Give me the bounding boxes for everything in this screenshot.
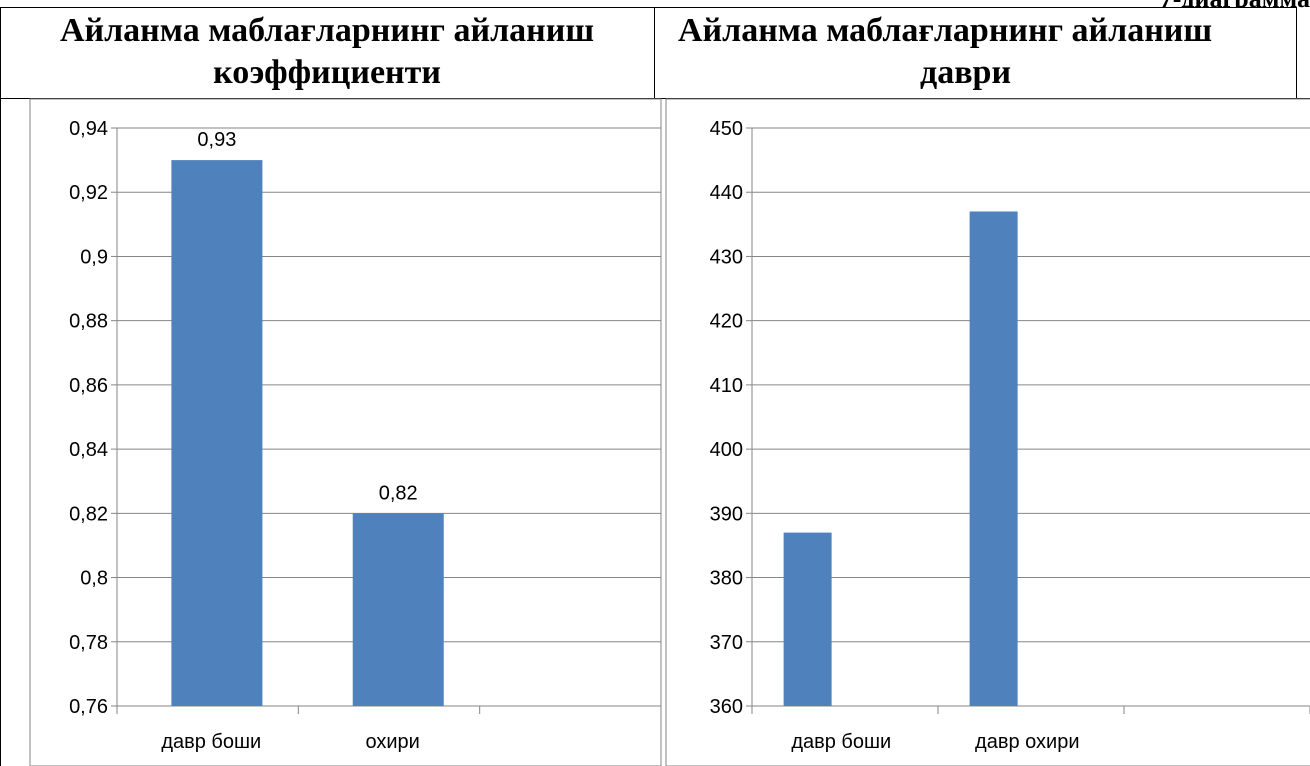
y-tick-label: 370 [710,632,743,654]
y-tick-label: 420 [710,311,743,333]
y-tick-label: 0,86 [69,375,108,397]
table-top-border [0,7,1297,8]
bar [969,211,1018,706]
y-tick-label: 0,9 [80,246,108,268]
y-tick-label: 450 [710,118,743,140]
x-category-label: давр боши [161,731,261,753]
right-header: Айланма маблағларнинг айланиш даври [678,10,1298,98]
left-chart-frame [29,98,662,766]
left-header: Айланма маблағларнинг айланиш коэффициен… [0,10,654,98]
right-chart-plot: 360 370 380 390 400 410 420 430 440 450 давр боши д… [710,118,1310,753]
data-label: 0,93 [197,129,236,151]
y-tick-label: 400 [710,439,743,461]
bar [352,513,444,706]
y-tick-label: 0,76 [69,696,108,718]
left-header-line2: коэффициенти [213,54,441,91]
y-tick-label: 0,92 [69,182,108,204]
column-divider [654,7,655,98]
x-category-label: охири [365,731,419,753]
x-category-label: давр боши [791,731,891,753]
y-tick-label: 0,8 [80,568,108,590]
table-right-border [1296,7,1297,98]
y-tick-label: 0,82 [69,503,108,525]
y-tick-label: 430 [710,246,743,268]
right-header-line2: даври [920,54,1012,91]
y-tick-label: 380 [710,568,743,590]
bar [171,160,263,707]
y-tick-label: 410 [710,375,743,397]
right-header-line1: Айланма маблағларнинг айланиш [678,12,1213,49]
left-header-line1: Айланма маблағларнинг айланиш [59,12,595,49]
x-category-label: давр охири [975,731,1079,753]
y-tick-label: 0,88 [69,311,108,333]
y-tick-label: 390 [710,503,743,525]
table-left-border [0,7,1,766]
y-tick-label: 0,84 [69,439,108,461]
left-chart-plot: 0,76 0,78 0,8 0,82 0,84 0,86 0,88 0,9 0,92 0,94 да… [69,118,662,753]
y-tick-label: 440 [710,182,743,204]
y-tick-label: 0,94 [69,118,108,140]
y-tick-label: 0,78 [69,632,108,654]
right-chart-frame [665,98,1310,766]
data-label: 0,82 [379,482,418,504]
bar [783,532,832,706]
figure-caption: 7-диаграмма [1090,0,1310,8]
y-tick-label: 360 [710,696,743,718]
